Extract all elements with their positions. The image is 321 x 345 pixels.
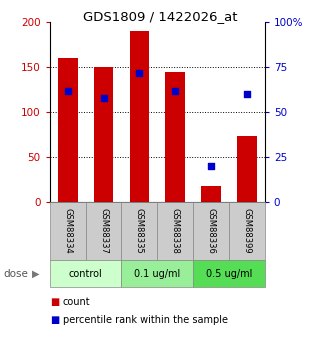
Bar [129,31,149,202]
Text: GSM88335: GSM88335 [135,208,144,254]
Text: GSM88338: GSM88338 [171,208,180,254]
Bar [50,260,121,287]
Point [101,95,106,100]
Bar [237,136,257,202]
Text: ▶: ▶ [32,269,39,279]
Text: count: count [63,297,90,307]
Bar [193,202,229,260]
Text: GDS1809 / 1422026_at: GDS1809 / 1422026_at [83,10,238,23]
Text: ■: ■ [50,297,59,307]
Text: GSM88334: GSM88334 [63,208,72,254]
Bar [193,260,265,287]
Text: 0.5 ug/ml: 0.5 ug/ml [206,269,252,279]
Bar [165,72,185,202]
Bar [229,202,265,260]
Point [65,88,70,93]
Point [209,163,214,169]
Text: dose: dose [3,269,28,279]
Point [137,70,142,76]
Point [173,88,178,93]
Text: GSM88399: GSM88399 [242,208,251,254]
Text: control: control [69,269,102,279]
Bar [86,202,121,260]
Text: 0.1 ug/ml: 0.1 ug/ml [134,269,180,279]
Text: GSM88336: GSM88336 [206,208,216,254]
Point [244,91,249,97]
Bar [94,67,113,202]
Bar [157,202,193,260]
Bar [121,260,193,287]
Text: GSM88337: GSM88337 [99,208,108,254]
Text: percentile rank within the sample: percentile rank within the sample [63,315,228,325]
Text: ■: ■ [50,315,59,325]
Bar [201,186,221,202]
Bar [121,202,157,260]
Bar [50,202,86,260]
Bar [58,58,78,202]
